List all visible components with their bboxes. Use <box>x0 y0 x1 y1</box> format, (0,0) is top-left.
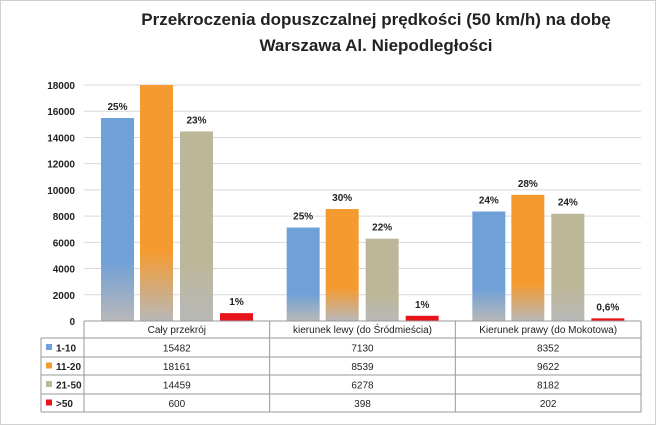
data-label: 1% <box>415 300 430 311</box>
legend-label: 1-10 <box>56 344 76 355</box>
data-label: 1% <box>229 297 244 308</box>
legend-swatch-11-20 <box>46 362 52 369</box>
y-tick-label: 12000 <box>47 160 75 171</box>
bar-21-50 <box>180 131 213 321</box>
legend-swatch-1-10 <box>46 344 52 350</box>
data-label: 22% <box>372 223 392 234</box>
bar->50 <box>405 315 439 321</box>
legend-swatch-21-50 <box>46 381 52 387</box>
y-tick-label: 4000 <box>53 265 76 276</box>
y-tick-label: 10000 <box>47 186 75 197</box>
bar-1-10 <box>286 227 320 321</box>
table-cell-value: 18161 <box>163 362 191 373</box>
y-tick-label: 18000 <box>47 81 75 92</box>
bar-11-20 <box>140 85 173 321</box>
data-label: 24% <box>479 195 499 206</box>
category-label: kierunek lewy (do Śródmieścia) <box>293 323 432 336</box>
table-cell-value: 8352 <box>537 344 560 355</box>
table-cell-value: 14459 <box>163 381 191 392</box>
data-label: 24% <box>558 198 578 209</box>
y-tick-label: 0 <box>69 317 75 328</box>
table-cell-value: 8539 <box>351 362 374 373</box>
data-label: 28% <box>518 179 538 190</box>
data-label: 30% <box>332 193 352 204</box>
y-tick-label: 14000 <box>47 133 75 144</box>
legend-label: >50 <box>56 399 73 410</box>
bar-21-50 <box>365 238 399 321</box>
bar-1-10 <box>101 118 134 321</box>
bar-11-20 <box>325 209 359 321</box>
table-cell-value: 7130 <box>351 344 374 355</box>
legend-label: 11-20 <box>56 362 81 373</box>
data-label: 0,6% <box>596 302 619 313</box>
bar-21-50 <box>551 213 585 321</box>
category-label: Kierunek prawy (do Mokotowa) <box>479 325 617 336</box>
y-tick-label: 16000 <box>47 107 75 118</box>
table-cell-value: 9622 <box>537 362 560 373</box>
table-cell-value: 15482 <box>163 344 191 355</box>
table-cell-value: 600 <box>168 399 185 410</box>
data-label: 23% <box>186 115 206 126</box>
bar-11-20 <box>511 194 545 321</box>
data-label: 25% <box>293 212 313 223</box>
table-cell-value: 8182 <box>537 381 560 392</box>
category-label: Cały przekrój <box>148 325 206 336</box>
y-tick-label: 2000 <box>53 291 76 302</box>
bar->50 <box>220 313 253 321</box>
chart-title-line: Przekroczenia dopuszczalnej prędkości (5… <box>141 10 611 29</box>
table-cell-value: 6278 <box>351 381 374 392</box>
legend-label: 21-50 <box>56 381 82 392</box>
y-tick-label: 6000 <box>53 238 76 249</box>
table-cell-value: 202 <box>540 399 557 410</box>
bar->50 <box>591 318 625 321</box>
chart-title-line: Warszawa Al. Niepodległości <box>259 36 492 55</box>
y-tick-label: 8000 <box>53 212 76 223</box>
bar-1-10 <box>472 211 506 321</box>
data-label: 25% <box>107 102 127 113</box>
table-cell-value: 398 <box>354 399 371 410</box>
legend-swatch->50 <box>46 399 52 406</box>
